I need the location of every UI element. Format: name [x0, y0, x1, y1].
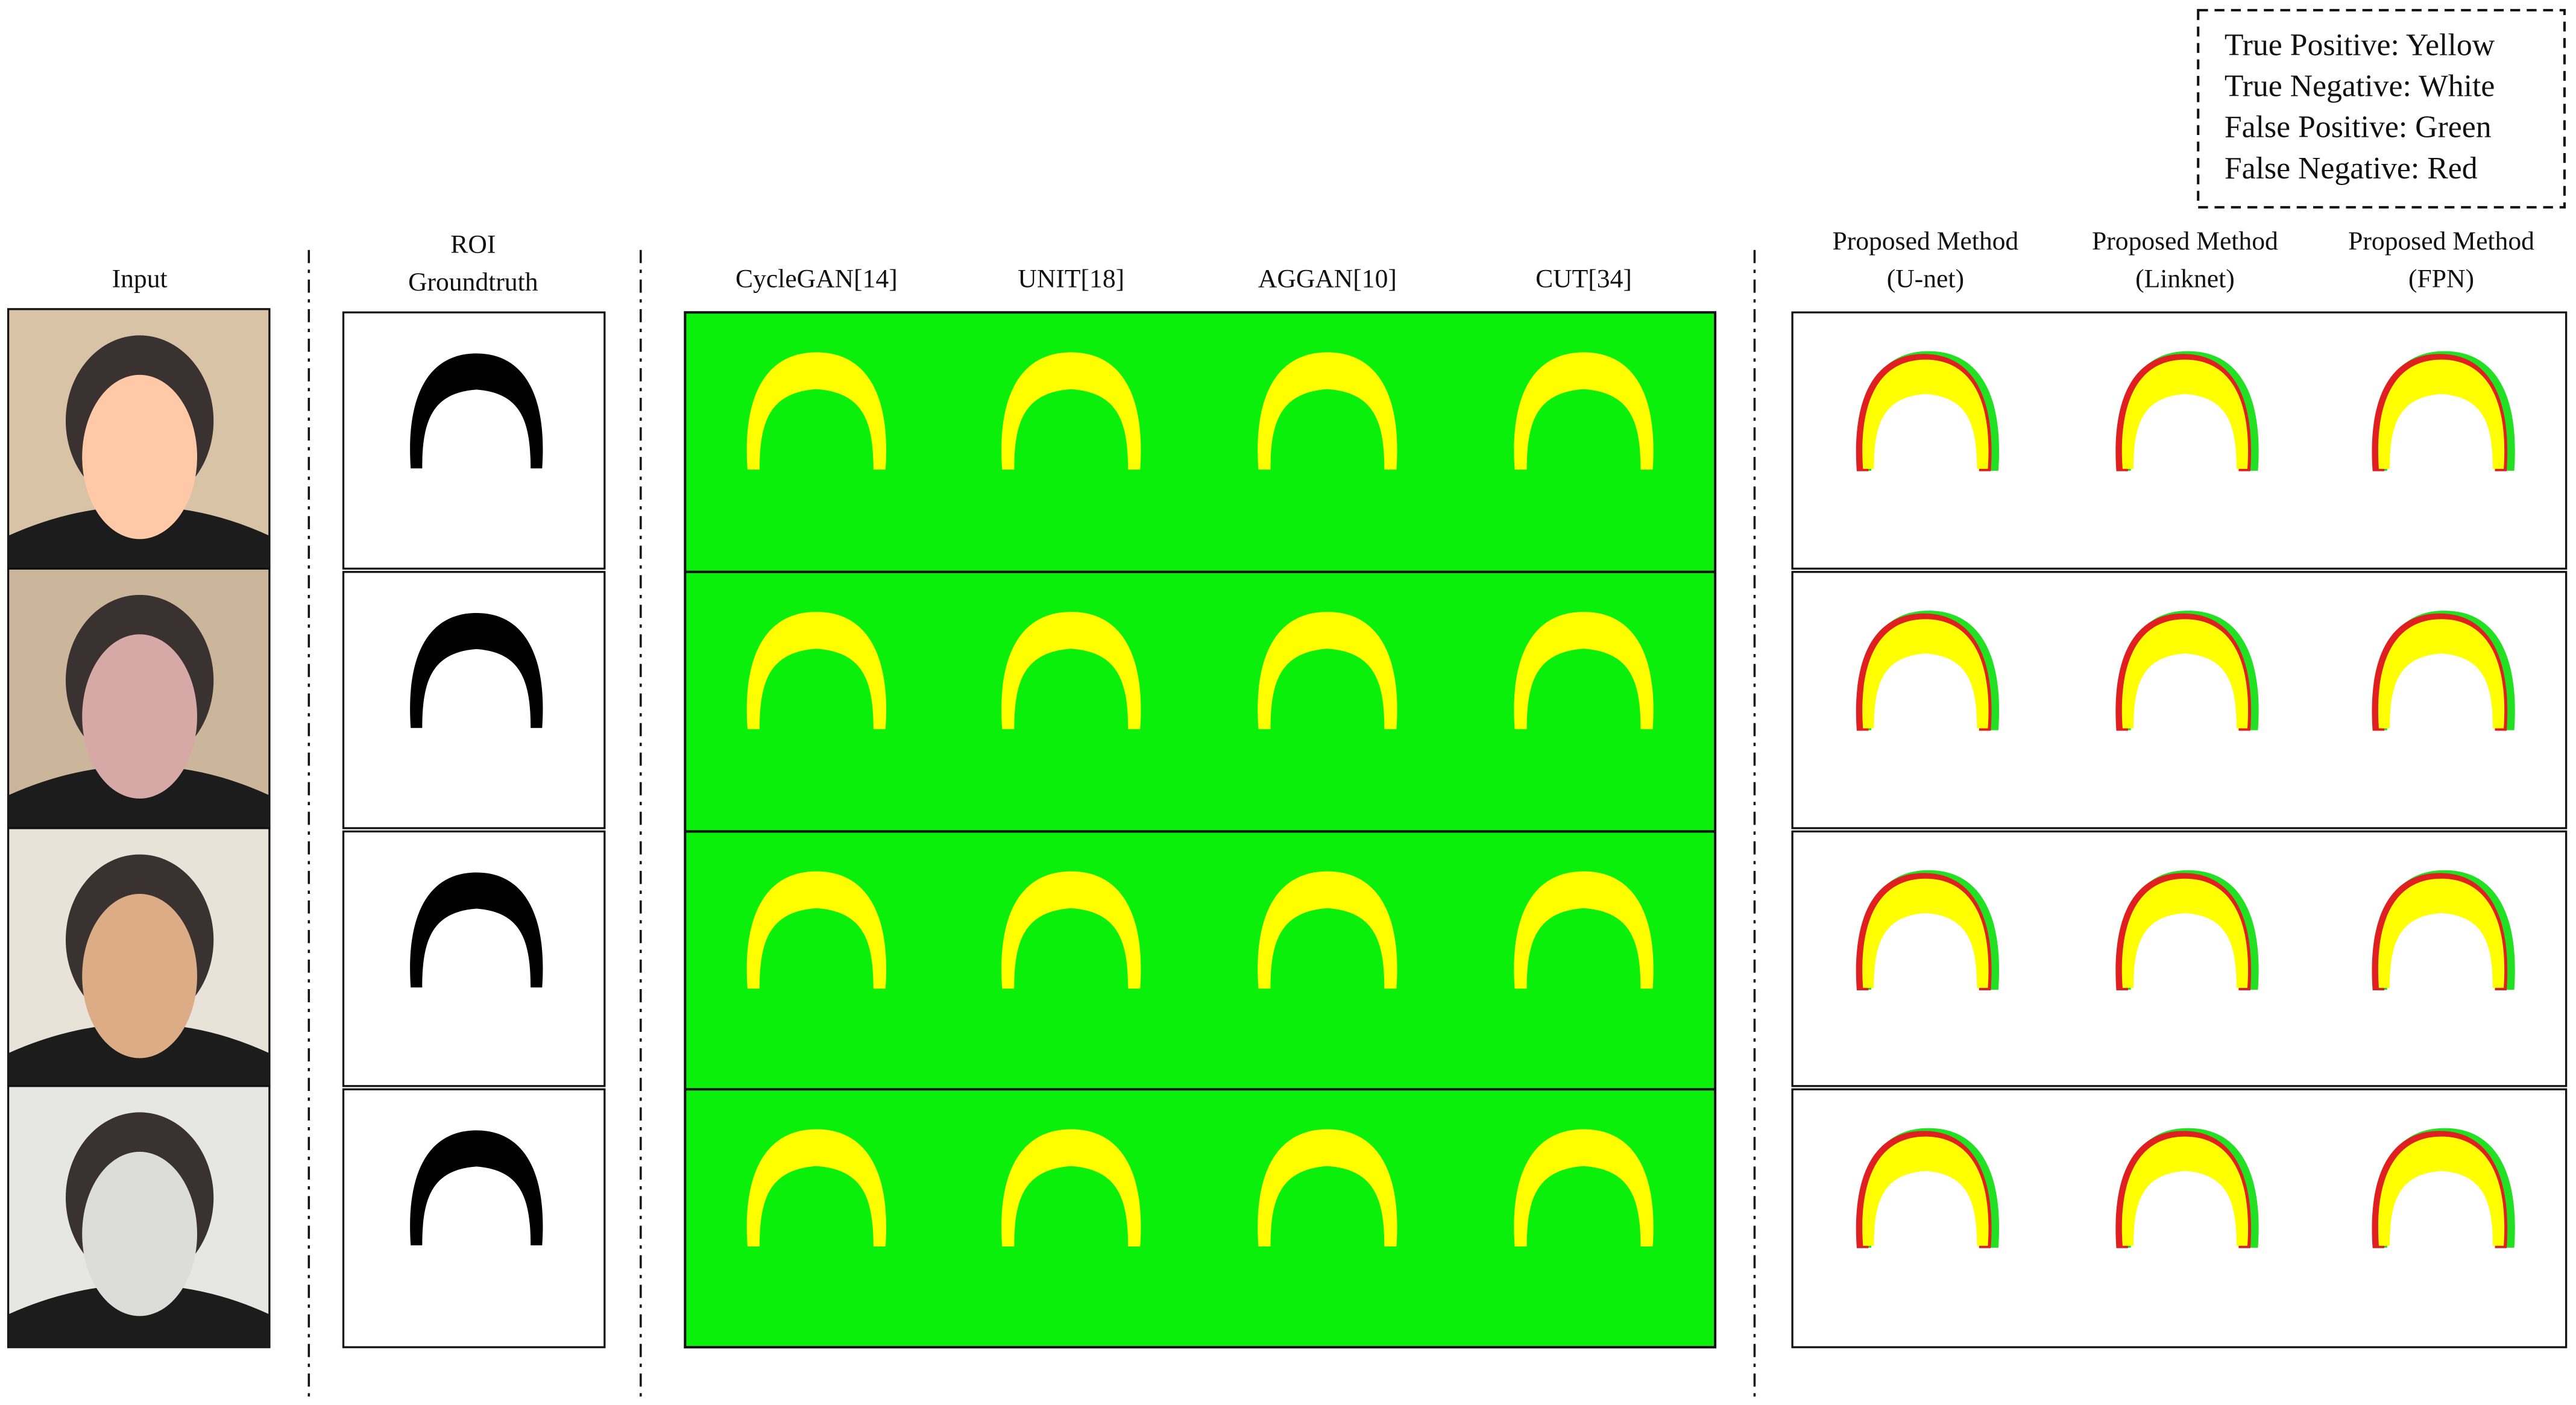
shoulders — [8, 1284, 269, 1348]
face-mask — [82, 893, 198, 1058]
column-header: AGGAN[10] — [1258, 265, 1397, 294]
legend-entry: True Positive: Yellow — [2225, 28, 2495, 62]
column-header: ROI — [450, 230, 496, 259]
column-header: (U-net) — [1887, 265, 1964, 294]
groundtruth-panel — [342, 571, 606, 829]
proposed-panel — [1791, 311, 2568, 570]
legend-entry: False Negative: Red — [2225, 151, 2478, 186]
legend-box — [2197, 8, 2566, 209]
face-mask — [82, 634, 198, 799]
face-mask — [82, 374, 198, 539]
proposed-panel — [1791, 571, 2568, 829]
groundtruth-panel — [342, 1088, 606, 1348]
column-header: (FPN) — [2408, 265, 2474, 294]
column-header: (Linknet) — [2135, 265, 2235, 294]
column-header: Proposed Method — [2092, 227, 2278, 256]
column-header: Groundtruth — [408, 268, 538, 297]
column-header: UNIT[18] — [1018, 265, 1124, 294]
column-header: CUT[34] — [1535, 265, 1632, 294]
column-header: Proposed Method — [2348, 227, 2534, 256]
legend-entry: True Negative: White — [2225, 69, 2495, 104]
face-mask — [82, 1151, 198, 1316]
column-header: Proposed Method — [1832, 227, 2018, 256]
groundtruth-panel — [342, 311, 606, 570]
groundtruth-panel — [342, 830, 606, 1087]
proposed-panel — [1791, 830, 2568, 1087]
column-header: CycleGAN[14] — [735, 265, 898, 294]
column-header: Input — [112, 265, 168, 294]
proposed-panel — [1791, 1088, 2568, 1348]
baseline-panel — [684, 311, 1717, 1349]
dividers — [307, 250, 1756, 1397]
legend-entry: False Positive: Green — [2225, 110, 2492, 145]
